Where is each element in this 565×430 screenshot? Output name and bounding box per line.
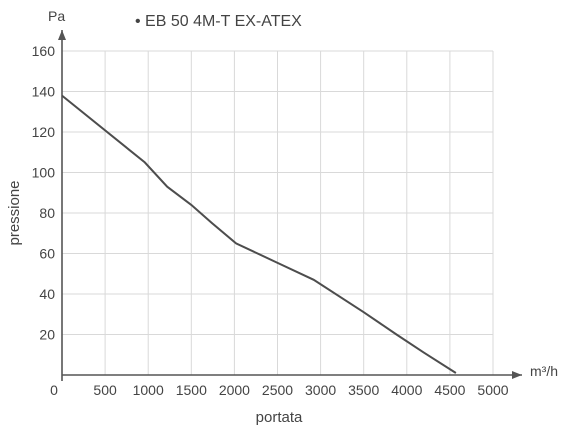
x-tick-label: 1000 [133,382,164,398]
x-tick-label: 1500 [176,382,207,398]
grid [62,50,494,375]
y-tick-label: 160 [32,43,56,59]
y-tick-label: 40 [39,286,55,302]
y-tick-labels: 20 40 60 80 100 120 140 160 [32,43,56,343]
chart-title: • EB 50 4M-T EX-ATEX [135,13,302,30]
x-tick-label: 500 [93,382,117,398]
x-tick-label: 4000 [391,382,422,398]
axes [58,30,522,381]
y-tick-label: 80 [39,205,55,221]
x-tick-label: 2000 [219,382,250,398]
x-tick-label: 2500 [262,382,293,398]
x-tick-label: 3000 [305,382,336,398]
x-axis-title: portata [256,409,303,426]
y-tick-label: 100 [32,165,56,181]
y-tick-label: 20 [39,327,55,343]
series-line [61,94,457,374]
y-axis-title: pressione [6,180,23,245]
y-axis-arrow-icon [58,30,66,40]
y-axis-unit: Pa [48,8,65,24]
y-tick-label: 140 [32,84,56,100]
x-tick-label: 3500 [348,382,379,398]
x-tick-label: 0 [50,382,58,398]
x-tick-label: 5000 [477,382,508,398]
y-tick-label: 120 [32,124,56,140]
y-tick-label: 60 [39,246,55,262]
x-tick-labels: 0 500 1000 1500 2000 2500 3000 3500 4000 4500 5000 [50,382,509,398]
x-tick-label: 4500 [434,382,465,398]
data-series [61,94,457,374]
x-axis-unit: m³/h [530,363,558,379]
x-axis-arrow-icon [512,371,522,379]
